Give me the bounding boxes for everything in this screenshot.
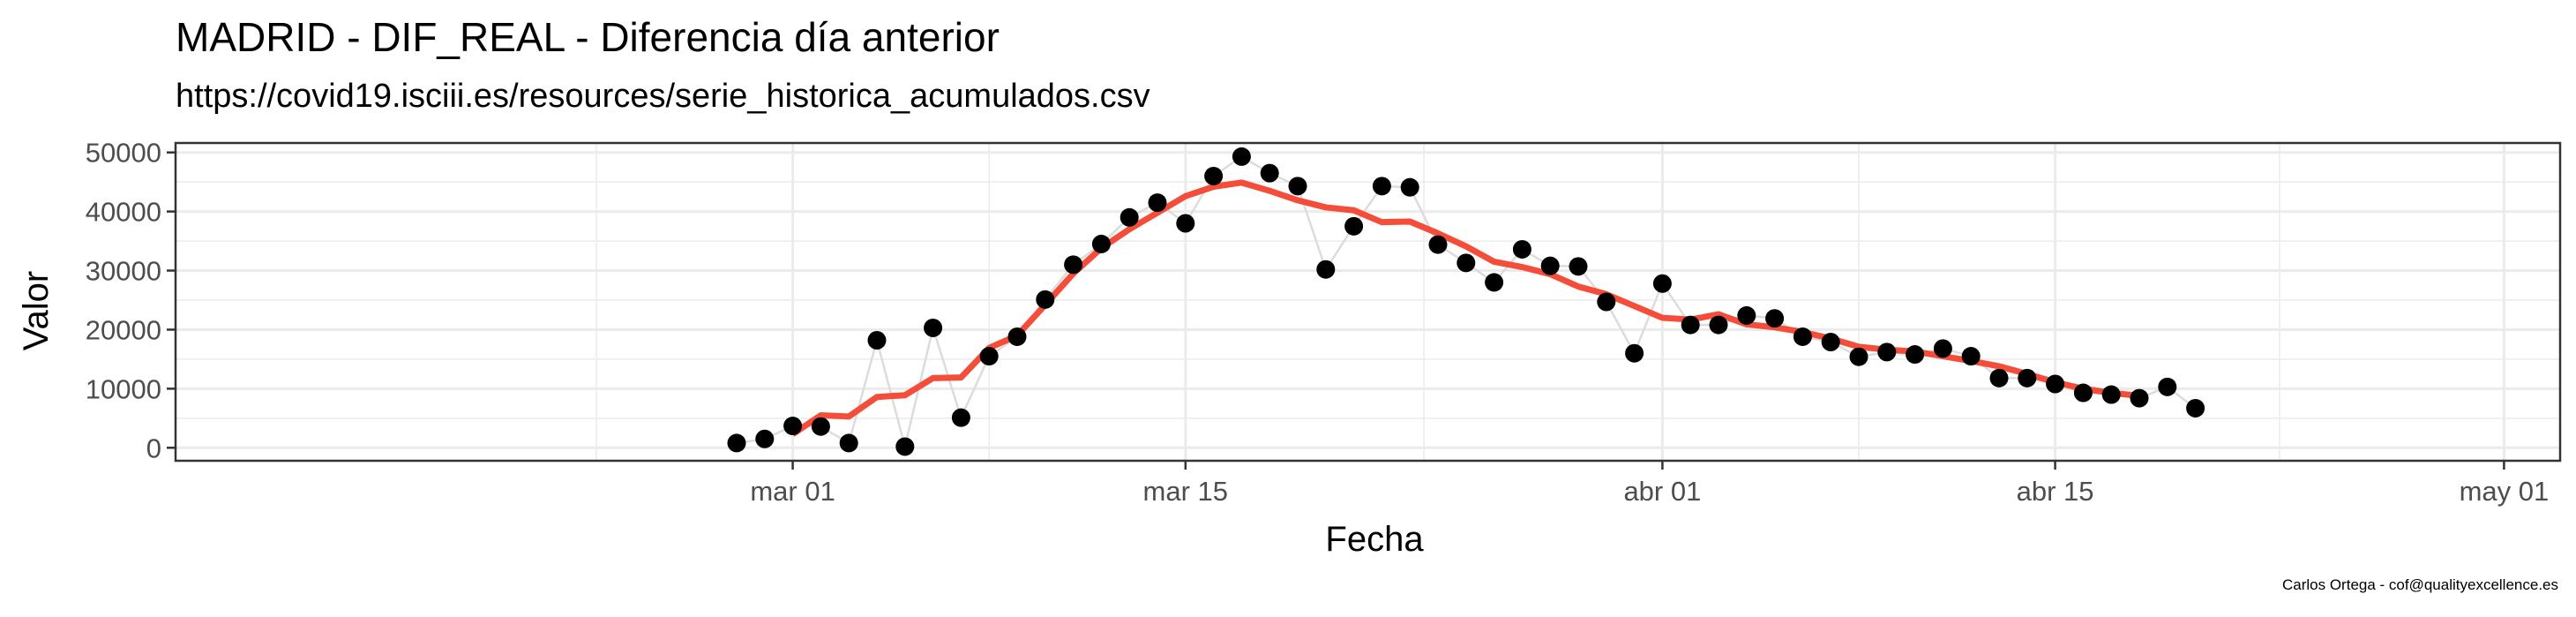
data-point (2158, 377, 2177, 396)
data-point (755, 429, 775, 448)
data-point (1232, 147, 1251, 166)
data-point (1176, 214, 1195, 233)
data-point (1204, 166, 1224, 185)
data-point (1400, 177, 1419, 197)
data-point (2186, 398, 2205, 418)
data-point (1372, 177, 1391, 196)
data-point (895, 437, 915, 456)
y-tick-label: 50000 (86, 138, 161, 169)
y-tick-label: 20000 (86, 314, 161, 345)
data-point (1989, 368, 2009, 388)
data-point (1709, 315, 1728, 335)
chart-subtitle: https://covid19.isciii.es/resources/seri… (176, 78, 1150, 115)
y-tick-label: 10000 (86, 373, 161, 404)
data-point (1064, 255, 1083, 275)
observed-points (727, 147, 2205, 456)
data-point (979, 347, 999, 366)
data-point (2046, 374, 2065, 394)
data-point (1652, 274, 1672, 293)
data-point (1148, 193, 1167, 213)
data-point (924, 318, 943, 337)
data-point (2018, 368, 2037, 388)
y-tick-label: 40000 (86, 197, 161, 228)
chart-title: MADRID - DIF_REAL - Diferencia día anter… (176, 14, 1000, 60)
data-point (2130, 388, 2149, 408)
data-point (1906, 345, 1925, 365)
data-point (1933, 339, 1952, 358)
data-point (1765, 309, 1785, 328)
data-point (1091, 234, 1111, 253)
data-point (1597, 292, 1616, 312)
data-point (1737, 305, 1756, 325)
data-point (1821, 333, 1840, 352)
data-point (1569, 257, 1588, 276)
data-point (1877, 342, 1897, 362)
data-point (811, 417, 830, 436)
panel-border (174, 141, 2562, 463)
data-point (867, 330, 887, 350)
data-point (1961, 347, 1981, 366)
data-point (2101, 385, 2121, 404)
observed-connector-line (736, 154, 2197, 448)
data-point (1456, 253, 1476, 273)
data-point (1512, 239, 1531, 259)
data-point (783, 417, 803, 436)
data-point (951, 408, 970, 427)
data-point (727, 433, 746, 453)
data-point (1849, 347, 1868, 366)
x-axis-title: Fecha (1325, 520, 1424, 559)
smoothed-line-path (790, 179, 2140, 437)
x-tick-label: mar 15 (1143, 476, 1228, 507)
data-point (2073, 383, 2093, 403)
data-point (1793, 327, 1812, 346)
data-point (1485, 273, 1504, 292)
x-tick-label: may 01 (2460, 476, 2550, 507)
x-tick-label: abr 01 (1623, 476, 1701, 507)
y-axis: 0 10000 20000 30000 40000 50000 (86, 138, 176, 463)
data-point (1260, 163, 1279, 183)
data-point (1288, 177, 1307, 196)
y-tick-label: 0 (146, 433, 161, 463)
data-point (839, 433, 858, 453)
y-axis-title: Valor (17, 271, 56, 350)
data-point (1120, 207, 1139, 227)
x-tick-label: mar 01 (750, 476, 835, 507)
data-point (1540, 256, 1560, 275)
data-point (1007, 327, 1027, 346)
chart-caption: Carlos Ortega - cof@qualityexcellence.es (2281, 576, 2558, 593)
x-axis: mar 01 mar 15 abr 01 abr 15 may 01 (750, 461, 2549, 507)
x-tick-label: abr 15 (2017, 476, 2094, 507)
data-point (1428, 235, 1448, 254)
y-tick-label: 30000 (86, 256, 161, 287)
smoothed-line (790, 179, 2140, 437)
observed-connector-path (736, 154, 2197, 448)
data-point (1625, 343, 1644, 363)
data-point (1681, 315, 1700, 335)
data-point (1316, 260, 1336, 279)
data-point (1036, 290, 1055, 309)
data-point (1344, 216, 1364, 236)
